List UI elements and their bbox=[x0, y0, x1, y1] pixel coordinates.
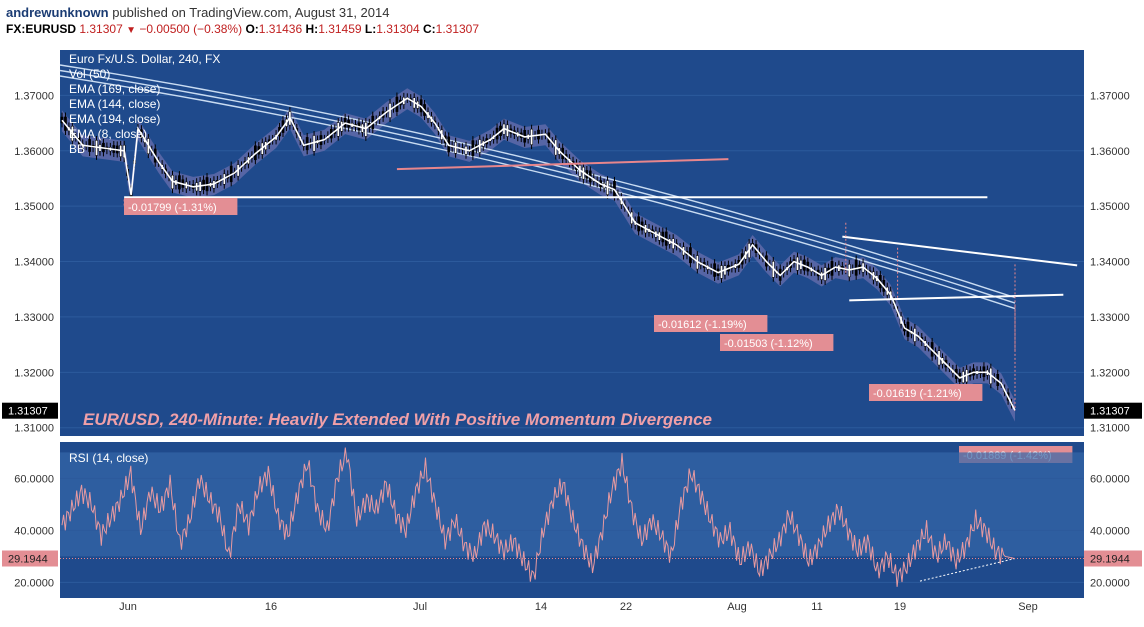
high-label: H: bbox=[305, 22, 319, 36]
ema-line bbox=[59, 69, 1016, 304]
low-label: L: bbox=[364, 22, 377, 36]
open-value: 1.31436 bbox=[258, 22, 303, 36]
price-tick-left: 1.36000 bbox=[14, 146, 54, 158]
rsi-legend[interactable]: RSI (14, close) bbox=[69, 451, 149, 465]
rsi-tick-left: 40.0000 bbox=[14, 525, 54, 537]
close-value: 1.31307 bbox=[435, 22, 480, 36]
x-tick-label: Aug bbox=[727, 601, 747, 613]
price-tick-left: 1.33000 bbox=[14, 312, 54, 324]
rsi-tick-left: 20.0000 bbox=[14, 577, 54, 589]
wedge-upper-line bbox=[842, 235, 1078, 267]
x-tick-label: 22 bbox=[620, 601, 632, 613]
last-price-right: 1.31307 bbox=[1090, 406, 1130, 418]
price-tick-left: 1.34000 bbox=[14, 257, 54, 269]
rsi-tick-right: 40.0000 bbox=[1090, 525, 1130, 537]
x-tick-label: 11 bbox=[811, 601, 822, 613]
last-price-left: 1.31307 bbox=[8, 406, 48, 418]
legend-ema-194[interactable]: EMA (194, close) bbox=[69, 112, 161, 126]
rsi-last-right: 29.1944 bbox=[1090, 554, 1130, 566]
move-label-bg bbox=[720, 334, 834, 351]
move-label: -0.01799 (-1.31%) bbox=[128, 202, 217, 214]
move-label: -0.01503 (-1.12%) bbox=[724, 338, 813, 350]
ema-line bbox=[59, 64, 1016, 299]
indicator-legend: Euro Fx/U.S. Dollar, 240, FX Vol (50) EM… bbox=[69, 52, 220, 157]
legend-ema-169[interactable]: EMA (169, close) bbox=[69, 82, 161, 96]
move-label-bg bbox=[869, 384, 983, 401]
price-tick-right: 1.32000 bbox=[1090, 367, 1130, 379]
published-text: published on TradingView.com, August 31,… bbox=[112, 5, 390, 20]
move-label: -0.01612 (-1.19%) bbox=[658, 319, 747, 331]
chart-headline: EUR/USD, 240-Minute: Heavily Extended Wi… bbox=[83, 410, 712, 429]
close-label: C: bbox=[422, 22, 436, 36]
rsi-last-left: 29.1944 bbox=[8, 554, 48, 566]
candle-body bbox=[364, 122, 368, 137]
price-tick-right: 1.33000 bbox=[1090, 312, 1130, 324]
x-tick-label: Sep bbox=[1018, 601, 1038, 613]
chart-canvas[interactable]: 1.37000 1.37000 1.36000 1.36000 1.35000 1.350… bbox=[0, 42, 1144, 627]
last-price: 1.31307 bbox=[79, 22, 123, 36]
legend-vol[interactable]: Vol (50) bbox=[69, 67, 111, 81]
price-tick-right: 1.34000 bbox=[1090, 257, 1130, 269]
rsi-tick-right: 60.0000 bbox=[1090, 473, 1130, 485]
open-label: O: bbox=[245, 22, 259, 36]
change-value: −0.00500 (−0.38%) bbox=[139, 22, 243, 36]
down-arrow-icon: ▼ bbox=[126, 25, 136, 36]
symbol-label: FX:EURUSD bbox=[6, 22, 77, 36]
price-pane-bg bbox=[60, 50, 1084, 436]
price-tick-left: 1.37000 bbox=[14, 90, 54, 102]
author-name[interactable]: andrewunknown bbox=[6, 5, 109, 20]
price-tick-right: 1.35000 bbox=[1090, 201, 1130, 213]
legend-title: Euro Fx/U.S. Dollar, 240, FX bbox=[69, 52, 221, 66]
last-price-marker-right bbox=[1084, 402, 1142, 419]
x-tick-label: Jul bbox=[413, 601, 427, 613]
publisher-line: andrewunknown published on TradingView.c… bbox=[6, 5, 389, 20]
price-tick-left: 1.35000 bbox=[14, 201, 54, 213]
chart-header: andrewunknown published on TradingView.c… bbox=[0, 0, 1144, 42]
x-tick-label: Jun bbox=[119, 601, 137, 613]
x-tick-label: 14 bbox=[535, 601, 547, 613]
resistance-line bbox=[396, 158, 729, 171]
rsi-last-marker-right bbox=[1084, 550, 1142, 567]
legend-ema-8[interactable]: EMA (8, close) bbox=[69, 127, 148, 141]
rsi-tick-right: 20.0000 bbox=[1090, 577, 1130, 589]
wedge-lower-line bbox=[849, 293, 1064, 302]
move-label: -0.01619 (-1.21%) bbox=[873, 388, 962, 400]
ema-8-line bbox=[61, 97, 1016, 411]
price-tick-left: 1.31000 bbox=[14, 423, 54, 435]
rsi-last-marker-left bbox=[2, 550, 58, 567]
price-tick-left: 1.32000 bbox=[14, 367, 54, 379]
rsi-band bbox=[60, 452, 1084, 557]
price-tick-right: 1.36000 bbox=[1090, 146, 1130, 158]
x-tick-label: 16 bbox=[265, 601, 277, 613]
legend-bb[interactable]: BB bbox=[69, 142, 86, 156]
rsi-tick-left: 60.0000 bbox=[14, 473, 54, 485]
x-tick-label: 19 bbox=[894, 601, 906, 613]
price-tick-right: 1.31000 bbox=[1090, 423, 1130, 435]
candle-body bbox=[60, 116, 64, 124]
high-value: 1.31459 bbox=[318, 22, 362, 36]
legend-ema-144[interactable]: EMA (144, close) bbox=[69, 97, 161, 111]
last-price-marker-left bbox=[2, 402, 58, 419]
low-value: 1.31304 bbox=[376, 22, 420, 36]
price-tick-right: 1.37000 bbox=[1090, 90, 1130, 102]
rsi-divergence-line bbox=[919, 557, 1016, 582]
ohlc-line: FX:EURUSD 1.31307 ▼ −0.00500 (−0.38%) O:… bbox=[6, 22, 479, 36]
move-label-bg bbox=[124, 198, 238, 215]
move-label-bg bbox=[654, 315, 768, 332]
rsi-line bbox=[61, 447, 1016, 587]
